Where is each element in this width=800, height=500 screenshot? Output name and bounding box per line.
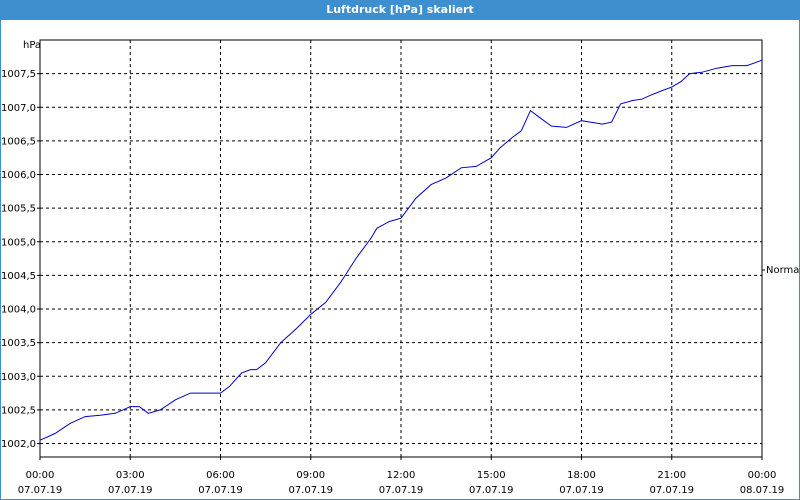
x-tick-date-label: 07.07.19 [649, 485, 694, 496]
x-tick-time-label: 00:00 [26, 470, 55, 481]
x-tick-time-label: 09:00 [296, 470, 325, 481]
y-tick-label: 1006,0 [1, 170, 36, 181]
x-tick-time-label: 03:00 [116, 470, 145, 481]
x-tick-date-label: 07.07.19 [288, 485, 333, 496]
x-tick-time-label: 15:00 [477, 470, 506, 481]
x-tick-date-label: 07.07.19 [108, 485, 153, 496]
y-axis-unit-label: hPa [23, 40, 41, 51]
x-tick-date-label: 07.07.19 [18, 485, 63, 496]
grid-lines [40, 40, 762, 457]
series-line [39, 59, 763, 441]
x-tick-date-label: 07.07.19 [559, 485, 604, 496]
y-tick-label: 1003,5 [1, 338, 36, 349]
x-tick-time-label: 21:00 [657, 470, 686, 481]
series-group [39, 59, 763, 441]
chart-title: Luftdruck [hPa] skaliert [1, 0, 799, 20]
x-tick-time-label: 06:00 [206, 470, 235, 481]
y-tick-label: 1003,0 [1, 372, 36, 383]
y-axis: 1002,0 1002,5 1003,0 1003,5 1004,0 1004,5 1005… [1, 69, 40, 450]
y-tick-label: 1006,5 [1, 136, 36, 147]
x-tick-time-label: 00:00 [748, 470, 777, 481]
legend-label: Normal [766, 265, 800, 276]
y-tick-label: 1002,0 [1, 439, 36, 450]
x-tick-time-label: 18:00 [567, 470, 596, 481]
x-tick-date-label: 07.07.19 [198, 485, 243, 496]
y-tick-label: 1007,5 [1, 69, 36, 80]
y-tick-label: 1004,0 [1, 305, 36, 316]
x-tick-date-label: 07.07.19 [469, 485, 514, 496]
y-tick-label: 1005,5 [1, 204, 36, 215]
y-tick-label: 1002,5 [1, 405, 36, 416]
x-tick-time-label: 12:00 [387, 470, 416, 481]
legend: Normal [762, 265, 800, 276]
y-tick-label: 1004,5 [1, 271, 36, 282]
x-tick-date-label: 07.07.19 [379, 485, 424, 496]
x-tick-date-label: 08.07.19 [740, 485, 785, 496]
x-axis: 00:00 07.07.19 03:00 07.07.19 06:00 07.07.19 0… [18, 457, 785, 496]
y-tick-label: 1007,0 [1, 103, 36, 114]
y-tick-label: 1005,0 [1, 237, 36, 248]
